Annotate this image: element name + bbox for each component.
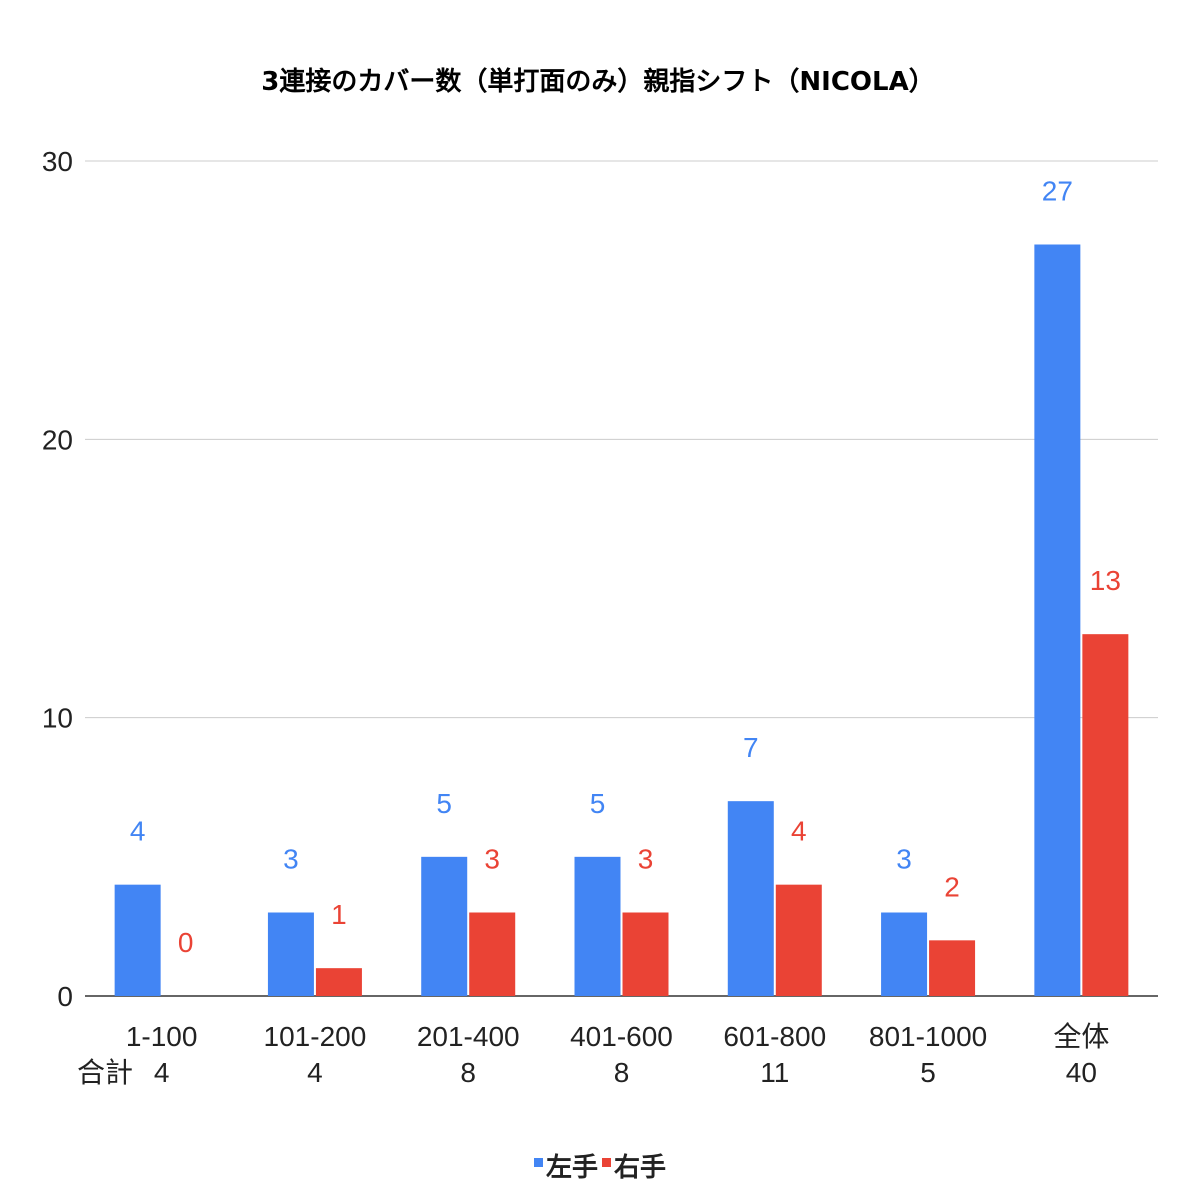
x-tick-label: 1-100 bbox=[126, 1021, 198, 1052]
data-label: 3 bbox=[484, 844, 500, 875]
data-labels: 4 0 3 1 5 3 5 3 7 4 3 2 27 13 bbox=[130, 176, 1121, 959]
x-tick-label: 801-1000 bbox=[869, 1021, 987, 1052]
x-tick-label: 全体 bbox=[1053, 1021, 1109, 1052]
legend-label: 右手 bbox=[614, 1153, 666, 1183]
bar bbox=[727, 801, 774, 996]
y-axis-ticks: 0 10 20 30 bbox=[42, 146, 73, 1012]
bar bbox=[574, 856, 621, 996]
y-tick-label: 0 bbox=[57, 981, 73, 1012]
legend-label: 左手 bbox=[546, 1153, 598, 1183]
bar bbox=[881, 912, 928, 996]
subtotal-value: 40 bbox=[1066, 1057, 1097, 1088]
data-label: 4 bbox=[791, 816, 807, 847]
legend-swatch bbox=[602, 1158, 611, 1167]
bar bbox=[469, 912, 516, 996]
subtotal-value: 5 bbox=[920, 1057, 936, 1088]
data-label: 4 bbox=[130, 816, 146, 847]
data-label: 3 bbox=[283, 844, 299, 875]
bars bbox=[114, 244, 1129, 996]
subtotal-value: 8 bbox=[614, 1057, 630, 1088]
y-tick-label: 20 bbox=[42, 424, 73, 455]
bar bbox=[315, 968, 362, 996]
data-label: 27 bbox=[1042, 176, 1073, 207]
data-label: 3 bbox=[638, 844, 654, 875]
subtotal-value: 4 bbox=[154, 1057, 170, 1088]
bar bbox=[1034, 244, 1081, 996]
bar bbox=[929, 940, 976, 996]
gridlines bbox=[85, 160, 1158, 997]
bar bbox=[622, 912, 669, 996]
data-label: 13 bbox=[1090, 565, 1121, 596]
subtotal-value: 11 bbox=[760, 1057, 789, 1088]
data-label: 7 bbox=[743, 732, 759, 763]
bar bbox=[421, 856, 468, 996]
x-tick-label: 201-400 bbox=[417, 1021, 520, 1052]
y-tick-label: 10 bbox=[42, 703, 73, 734]
legend: 左手 右手 bbox=[534, 1153, 666, 1183]
legend-swatch bbox=[534, 1158, 543, 1167]
y-tick-label: 30 bbox=[42, 146, 73, 177]
data-label: 5 bbox=[590, 788, 606, 819]
x-tick-label: 401-600 bbox=[570, 1021, 673, 1052]
data-label: 1 bbox=[331, 899, 347, 930]
subtotal-value: 8 bbox=[460, 1057, 476, 1088]
chart-title: 3連接のカバー数（単打面のみ）親指シフト（NICOLA） bbox=[261, 67, 934, 97]
data-label: 5 bbox=[436, 788, 452, 819]
data-label: 2 bbox=[944, 871, 960, 902]
subtotal-value: 4 bbox=[307, 1057, 323, 1088]
bar bbox=[1082, 634, 1129, 996]
bar bbox=[267, 912, 314, 996]
data-label: 0 bbox=[178, 927, 194, 958]
x-tick-label: 101-200 bbox=[264, 1021, 367, 1052]
bar bbox=[775, 884, 822, 996]
x-axis-categories: 1-100 4 101-200 4 201-400 8 401-600 8 601-800 11 8… bbox=[126, 1021, 1110, 1088]
bar bbox=[114, 884, 161, 996]
data-label: 3 bbox=[896, 844, 912, 875]
x-tick-label: 601-800 bbox=[723, 1021, 826, 1052]
subtotal-label: 合計 bbox=[77, 1057, 133, 1088]
